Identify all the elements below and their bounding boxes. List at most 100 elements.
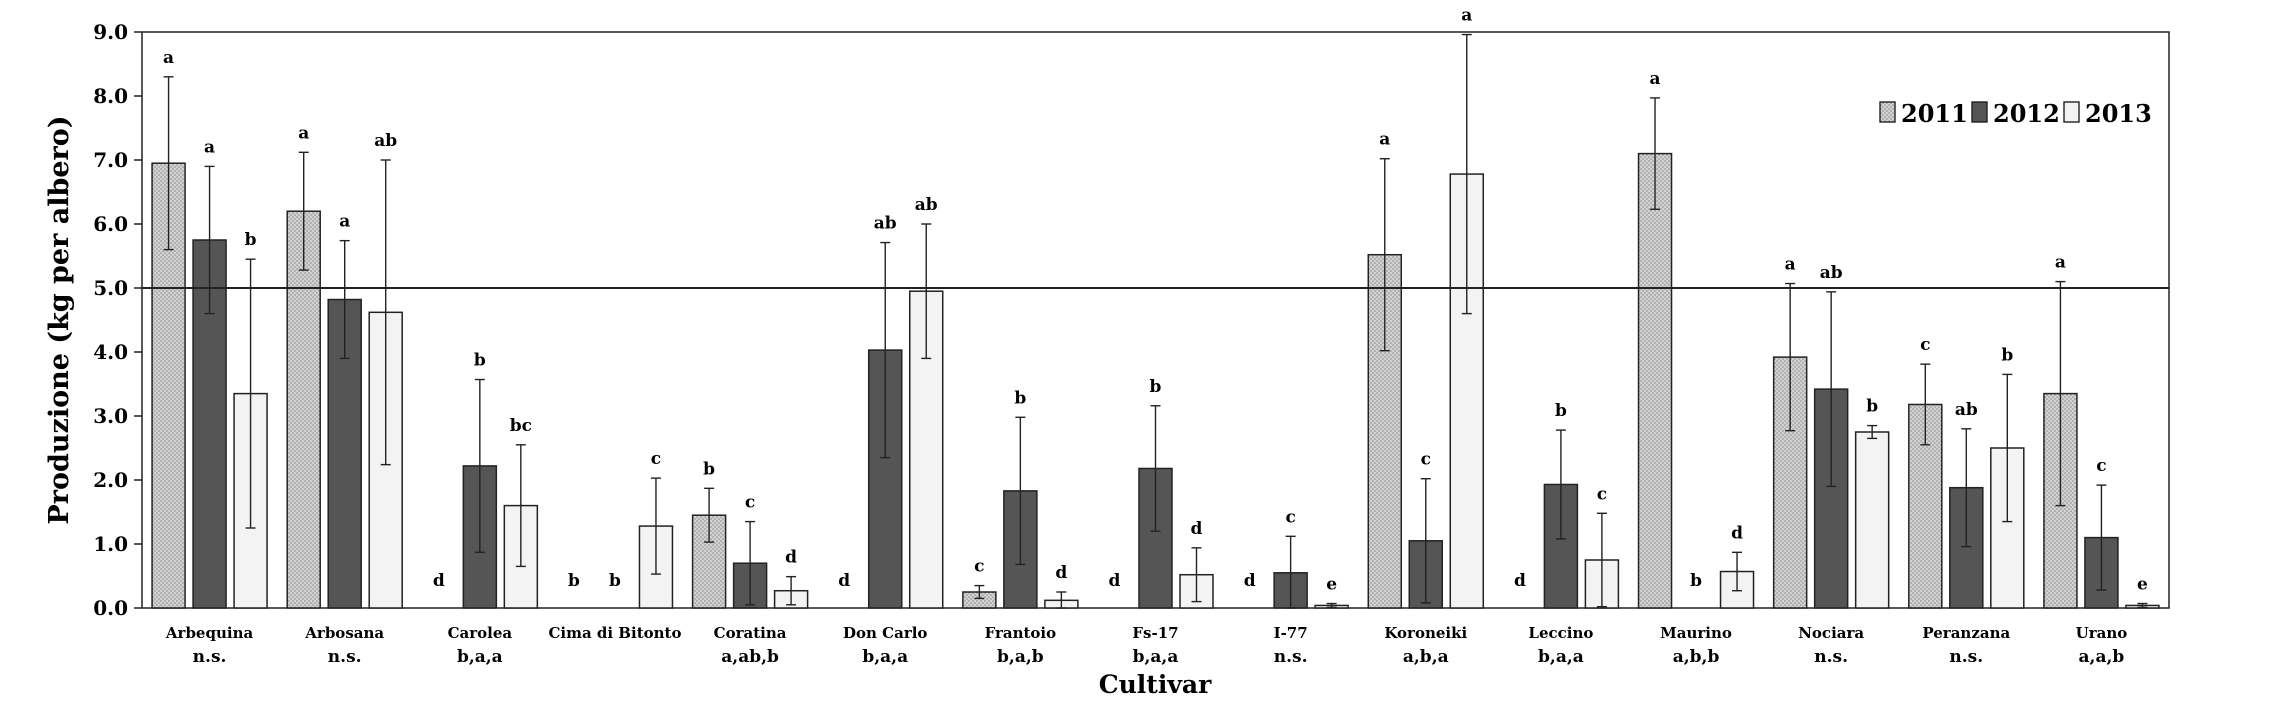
- y-tick-label: 6.0: [93, 212, 128, 236]
- year-comparison-label: b,a,a: [457, 647, 503, 667]
- bar: [192, 239, 227, 609]
- significance-letter: a: [1461, 6, 1472, 26]
- bar: [1854, 431, 1890, 609]
- year-comparison-label: a,a,b: [2079, 647, 2125, 667]
- significance-letter: ab: [374, 131, 397, 151]
- x-axis: Arbequina n.s. Arbosana n.s. Carolea b,a,a Cim…: [165, 624, 2127, 667]
- significance-letter: b: [703, 459, 715, 479]
- y-tick-label: 8.0: [93, 84, 128, 108]
- year-comparison-label: n.s.: [1949, 647, 1983, 667]
- x-tick-label: Cima di Bitonto: [548, 624, 681, 642]
- significance-letter: b: [1150, 377, 1162, 397]
- legend-label: 2013: [2085, 99, 2152, 128]
- year-comparison-label: b,a,a: [862, 647, 908, 667]
- significance-letter: a: [1785, 255, 1796, 275]
- y-axis-label: Produzione (kg per albero): [44, 115, 75, 524]
- x-tick-label: Don Carlo: [843, 624, 927, 642]
- significance-letter: b: [568, 571, 580, 591]
- x-tick-label: Arbosana: [304, 624, 384, 642]
- significance-letter: ab: [1955, 400, 1978, 420]
- legend: 2011 2012 2013: [1879, 99, 2152, 128]
- year-comparison-label: a,b,b: [1673, 647, 1720, 667]
- x-tick-label: Coratina: [714, 624, 787, 642]
- year-comparison-label: a,ab,b: [721, 647, 779, 667]
- x-tick-label: Urano: [2076, 624, 2128, 642]
- x-tick-label: Arbequina: [165, 624, 254, 642]
- significance-letter: c: [1421, 450, 1431, 470]
- significance-letter: c: [2096, 456, 2106, 476]
- significance-letter: b: [1555, 401, 1567, 421]
- significance-letter: b: [474, 351, 486, 371]
- significance-letter: d: [785, 548, 797, 568]
- significance-letter: b: [1866, 397, 1878, 417]
- year-comparison-label: n.s.: [1814, 647, 1848, 667]
- year-comparison-label: n.s.: [193, 647, 227, 667]
- x-axis-label: Cultivar: [1099, 670, 1212, 699]
- significance-letter: c: [651, 449, 661, 469]
- year-comparison-label: b,a,a: [1538, 647, 1584, 667]
- year-comparison-label: b,a,a: [1133, 647, 1179, 667]
- significance-letter: c: [974, 557, 984, 577]
- x-tick-label: Carolea: [448, 624, 513, 642]
- significance-letter: b: [1690, 571, 1702, 591]
- legend-label: 2012: [1993, 99, 2060, 128]
- y-axis: 0.0 1.0 2.0 3.0 4.0 5.0 6.0 7.0 8.0 9.0: [93, 20, 142, 620]
- x-tick-label: Frantoio: [985, 624, 1057, 642]
- significance-letter: c: [1920, 335, 1930, 355]
- significance-letter: d: [1109, 571, 1121, 591]
- x-tick-label: Maurino: [1660, 624, 1732, 642]
- significance-letter: b: [245, 230, 257, 250]
- significance-letter: ab: [915, 195, 938, 215]
- x-tick-label: Peranzana: [1922, 624, 2010, 642]
- significance-letter: d: [838, 571, 850, 591]
- significance-letter: a: [298, 123, 309, 143]
- significance-letter: d: [1244, 571, 1256, 591]
- year-comparison-label: b,a,b: [997, 647, 1044, 667]
- significance-letter: a: [1379, 130, 1390, 150]
- y-tick-label: 5.0: [93, 276, 128, 300]
- x-tick-label: Koroneiki: [1384, 624, 1467, 642]
- bar: [1637, 152, 1673, 609]
- x-tick-label: I-77: [1274, 624, 1308, 642]
- significance-letter: d: [1191, 519, 1203, 539]
- significance-letter: a: [2055, 253, 2066, 273]
- y-tick-label: 4.0: [93, 340, 128, 364]
- legend-label: 2011: [1901, 99, 1968, 128]
- significance-letter: d: [1055, 563, 1067, 583]
- y-tick-label: 9.0: [93, 20, 128, 44]
- significance-letter: c: [1285, 507, 1295, 527]
- significance-letter: b: [2001, 345, 2013, 365]
- year-comparison-label: a,b,a: [1403, 647, 1449, 667]
- y-tick-label: 3.0: [93, 404, 128, 428]
- x-tick-label: Fs-17: [1132, 624, 1178, 642]
- significance-letter: e: [1326, 575, 1337, 595]
- x-tick-label: Leccino: [1528, 624, 1593, 642]
- y-tick-label: 1.0: [93, 532, 128, 556]
- significance-letter: d: [1731, 523, 1743, 543]
- significance-letter: b: [609, 571, 621, 591]
- significance-letter: a: [163, 48, 174, 68]
- y-tick-label: 7.0: [93, 148, 128, 172]
- significance-letter: d: [1514, 571, 1526, 591]
- year-comparison-label: n.s.: [1274, 647, 1308, 667]
- legend-swatch: [1971, 101, 1988, 123]
- significance-letter: c: [1597, 484, 1607, 504]
- year-comparison-label: n.s.: [328, 647, 362, 667]
- legend-swatch: [2063, 101, 2080, 123]
- x-tick-label: Nociara: [1798, 624, 1864, 642]
- significance-letter: ab: [1820, 263, 1843, 283]
- significance-letter: d: [433, 571, 445, 591]
- significance-letter: e: [2137, 575, 2148, 595]
- bar: [286, 210, 321, 609]
- legend-swatch: [1879, 101, 1896, 123]
- y-tick-label: 0.0: [93, 596, 128, 620]
- significance-letter: a: [339, 212, 350, 232]
- significance-letter: bc: [510, 416, 532, 436]
- significance-letter: a: [204, 137, 215, 157]
- y-tick-label: 2.0: [93, 468, 128, 492]
- significance-letter: c: [745, 493, 755, 513]
- significance-letter: b: [1014, 388, 1026, 408]
- significance-letter: a: [1650, 69, 1661, 89]
